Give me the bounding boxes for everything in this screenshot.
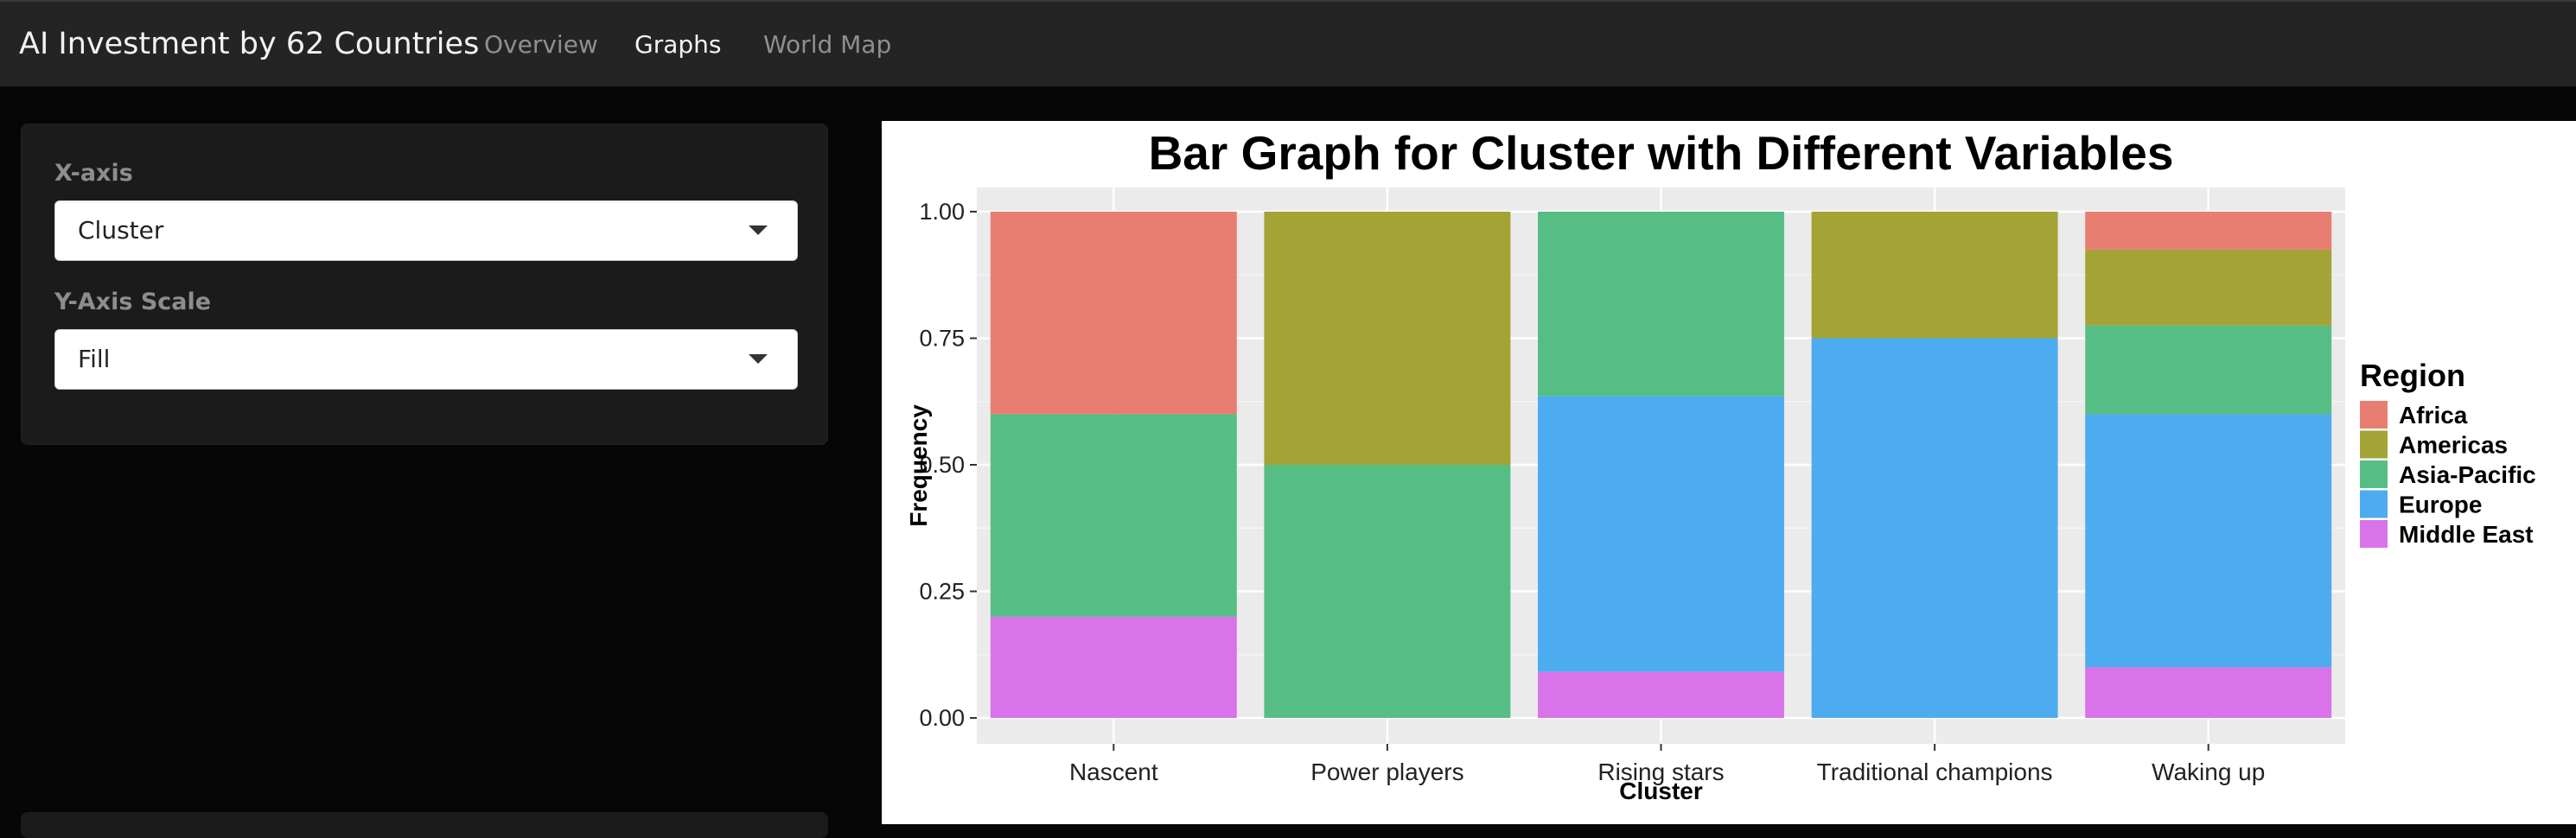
y-scale-select-value: Fill	[78, 345, 111, 373]
bar-segment	[2085, 414, 2332, 668]
legend-key	[2360, 430, 2388, 459]
y-tick-label: 1.00	[919, 199, 965, 225]
app-title: AI Investment by 62 Countries	[19, 27, 480, 61]
sidebar-secondary-panel	[21, 812, 828, 838]
legend-title: Region	[2360, 358, 2465, 393]
legend-key	[2360, 490, 2388, 518]
bar-segment	[2085, 667, 2332, 718]
bar-segment	[2085, 325, 2332, 415]
legend-label: Africa	[2399, 402, 2468, 429]
bar-segment	[1538, 671, 1784, 718]
y-scale-select[interactable]: Fill	[54, 329, 798, 390]
y-tick-label: 0.00	[919, 705, 965, 731]
bar-segment	[1811, 338, 2058, 718]
chevron-down-icon	[749, 225, 768, 235]
x-axis-select-value: Cluster	[78, 216, 164, 244]
bar-chart: 0.00 0.25 0.50 0.75 1.00 Nascent Power players…	[905, 126, 2536, 804]
y-scale-label: Y-Axis Scale	[54, 289, 212, 315]
sidebar-controls-panel: X-axis Cluster Y-Axis Scale Fill	[21, 124, 828, 445]
bar-segment	[2085, 249, 2332, 326]
bar-segment	[1264, 465, 1511, 718]
y-tick-label: 0.25	[919, 579, 965, 605]
bar-segment	[1264, 212, 1511, 465]
y-tick-label: 0.75	[919, 326, 965, 352]
x-tick-label: Power players	[1310, 759, 1463, 785]
chart-card: 0.00 0.25 0.50 0.75 1.00 Nascent Power players…	[882, 121, 2576, 824]
chevron-down-icon	[749, 354, 768, 364]
legend-key	[2360, 520, 2388, 548]
y-axis-title: Frequency	[905, 404, 932, 527]
top-navbar: AI Investment by 62 Countries Overview G…	[0, 0, 2576, 86]
legend-key	[2360, 401, 2388, 429]
x-axis-title: Cluster	[1619, 778, 1703, 804]
bar-segment	[1811, 212, 2058, 339]
tab-overview[interactable]: Overview	[484, 30, 598, 59]
x-tick-label: Rising stars	[1597, 759, 1724, 785]
x-tick-label: Waking up	[2152, 759, 2265, 785]
legend-label: Asia-Pacific	[2399, 461, 2536, 488]
x-axis-select[interactable]: Cluster	[54, 200, 798, 261]
bar-segment	[2085, 212, 2332, 250]
legend-label: Europe	[2399, 492, 2482, 518]
bar-segment	[1538, 396, 1784, 672]
x-tick-label: Traditional champions	[1817, 759, 2053, 785]
legend-label: Americas	[2399, 432, 2508, 459]
legend-label: Middle East	[2399, 521, 2534, 548]
bar-segment	[990, 616, 1237, 718]
tab-world-map[interactable]: World Map	[763, 30, 892, 59]
legend-key	[2360, 460, 2388, 488]
x-axis-label: X-axis	[54, 160, 133, 187]
bar-segment	[990, 212, 1237, 415]
x-tick-label: Nascent	[1069, 759, 1158, 785]
bar-segment	[990, 414, 1237, 617]
y-tick-label: 0.50	[919, 452, 965, 478]
tab-graphs[interactable]: Graphs	[634, 30, 722, 59]
chart-title: Bar Graph for Cluster with Different Var…	[1149, 126, 2174, 180]
bar-segment	[1538, 212, 1784, 397]
